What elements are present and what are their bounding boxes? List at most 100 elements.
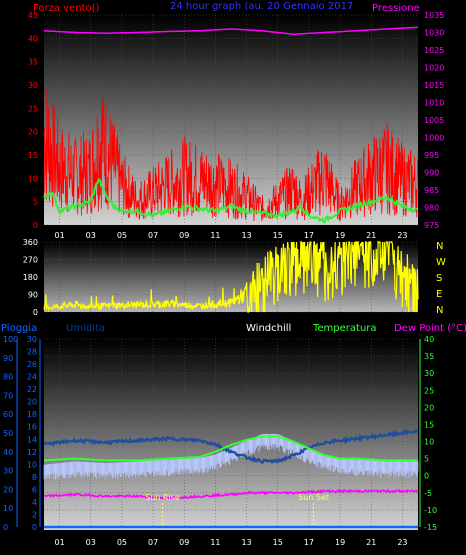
- sunset-label: Sun Set: [298, 493, 329, 502]
- rain-tick-label: 6: [32, 485, 37, 494]
- pressure-tick-label: 1010: [424, 99, 444, 108]
- temperature-line: [44, 435, 418, 462]
- rain-tick-label: 30: [27, 335, 37, 344]
- temp-tick-label: -10: [424, 506, 437, 515]
- humidity-tick-label: 0: [3, 523, 8, 532]
- pressure-tick-label: 995: [424, 151, 439, 160]
- rain-tick-label: 12: [27, 448, 37, 457]
- dewpoint-header: Dew Point (°C): [394, 323, 466, 334]
- temp-tick-label: 5: [424, 455, 429, 464]
- pressure-tick-label: 1020: [424, 64, 444, 73]
- pressure-tick-label: 1035: [424, 11, 444, 20]
- wind-tick-label: 5: [33, 198, 38, 207]
- direction-grid: [44, 241, 418, 313]
- temperature-header: Temperatura: [312, 323, 377, 334]
- humidity-tick-label: 20: [3, 485, 13, 494]
- wind-title-suffix: (): [92, 3, 100, 14]
- wind-gust-line: [43, 177, 419, 224]
- wind-series: [43, 26, 419, 224]
- direction-tick-label: 180: [23, 273, 38, 282]
- rain-tick-label: 18: [27, 410, 37, 419]
- temp-x-tick-label: 23: [397, 538, 407, 547]
- compass-s-label: S: [436, 273, 442, 284]
- temp-x-tick-label: 15: [273, 538, 283, 547]
- temp-x-labels: 01 03 05 07 09 11 13 15 17 19 21 23: [54, 538, 407, 547]
- humidity-tick-label: 60: [3, 410, 13, 419]
- wind-tick-label: 0: [33, 221, 38, 230]
- wind-x-tick-label: 01: [54, 231, 64, 240]
- direction-tick-label: 90: [28, 291, 38, 300]
- temp-x-tick-label: 19: [335, 538, 345, 547]
- temp-tick-label: 15: [424, 420, 434, 429]
- direction-tick-label: 360: [23, 238, 38, 247]
- rain-tick-label: 26: [27, 360, 37, 369]
- wind-x-tick-label: 17: [304, 231, 314, 240]
- humidity-tick-label: 70: [3, 391, 13, 400]
- wind-x-tick-label: 09: [179, 231, 189, 240]
- wind-x-tick-label: 03: [86, 231, 96, 240]
- temp-series: [43, 428, 419, 529]
- wind-tick-label: 15: [28, 151, 38, 160]
- temp-tick-label: -5: [424, 489, 432, 498]
- humidity-tick-label: 10: [3, 504, 13, 513]
- pressure-tick-label: 1005: [424, 116, 444, 125]
- humidity-header: Umidita: [66, 323, 105, 334]
- compass-e-label: E: [436, 289, 442, 300]
- wind-x-tick-label: 23: [397, 231, 407, 240]
- temp-tick-label: 10: [424, 438, 434, 447]
- compass-w-label: W: [436, 257, 446, 268]
- temp-x-tick-label: 13: [241, 538, 251, 547]
- wind-axis-ticks: 0510152025303540459759809859909951000100…: [28, 11, 445, 230]
- wind-x-tick-label: 07: [148, 231, 158, 240]
- rain-tick-label: 8: [32, 473, 37, 482]
- temp-tick-label: -15: [424, 523, 437, 532]
- wind-x-tick-label: 05: [117, 231, 127, 240]
- chart-title: 24 hour graph (au. 20 Gennaio 2017: [170, 1, 353, 12]
- pressure-line: [43, 26, 419, 35]
- temp-tick-label: 25: [424, 386, 434, 395]
- rain-tick-label: 28: [27, 348, 37, 357]
- temp-x-tick-label: 11: [210, 538, 220, 547]
- rain-tick-label: 4: [32, 498, 37, 507]
- wind-x-tick-label: 11: [210, 231, 220, 240]
- temp-plot-area: [44, 339, 418, 530]
- humidity-tick-label: 80: [3, 373, 13, 382]
- direction-tick-label: 270: [23, 256, 38, 265]
- wind-direction-line: [43, 240, 419, 313]
- temp-x-tick-label: 21: [366, 538, 376, 547]
- rain-tick-label: 0: [32, 523, 37, 532]
- wind-x-tick-label: 15: [273, 231, 283, 240]
- wind-title: Forza vento(): [33, 3, 100, 14]
- pressure-tick-label: 990: [424, 169, 439, 178]
- wind-tick-label: 20: [28, 128, 38, 137]
- wind-x-tick-label: 19: [335, 231, 345, 240]
- pressure-tick-label: 985: [424, 186, 439, 195]
- temp-x-tick-label: 07: [148, 538, 158, 547]
- temp-x-tick-label: 05: [117, 538, 127, 547]
- temp-axis-ticks: 0102030405060708090100024681012141618202…: [3, 335, 437, 532]
- rain-tick-label: 16: [27, 423, 37, 432]
- temp-tick-label: 30: [424, 369, 434, 378]
- pressure-tick-label: 1015: [424, 81, 444, 90]
- temp-tick-label: 0: [424, 472, 429, 481]
- wind-tick-label: 35: [28, 58, 38, 67]
- wind-tick-label: 40: [28, 34, 38, 43]
- humidity-tick-label: 100: [3, 335, 18, 344]
- temp-x-tick-label: 17: [304, 538, 314, 547]
- sun-markers: Sun Rise Sun Set: [145, 493, 329, 527]
- humidity-tick-label: 30: [3, 467, 13, 476]
- pressure-tick-label: 975: [424, 221, 439, 230]
- temp-x-tick-label: 09: [179, 538, 189, 547]
- direction-tick-label: 0: [33, 308, 38, 317]
- pressure-title: Pressione: [372, 3, 420, 14]
- rain-tick-label: 20: [27, 398, 37, 407]
- rain-tick-label: 10: [27, 460, 37, 469]
- sunrise-label: Sun Rise: [145, 493, 180, 502]
- compass-n-label: N: [436, 305, 443, 316]
- humidity-tick-label: 40: [3, 448, 13, 457]
- temp-x-tick-label: 01: [54, 538, 64, 547]
- direction-axis-ticks: 0 90 180 270 360: [23, 238, 38, 317]
